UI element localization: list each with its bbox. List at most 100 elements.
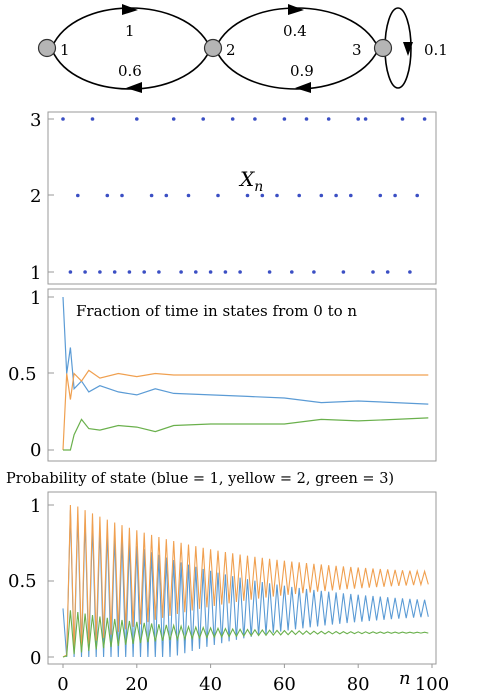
probability-xtick-label: 60 [273,674,296,695]
chart-xn-title: Xn [238,167,263,195]
state-2-node [203,38,223,58]
state-1-label: 1 [60,41,70,59]
chart-fraction-title: Fraction of time in states from 0 to n [76,302,357,320]
chart-fraction-lines [62,296,429,451]
chart-probability-lines [62,504,429,658]
chart-fraction-ytick-1: 1 [30,288,41,309]
chart-probability-ytick-0: 0 [30,648,41,669]
xn-point [385,270,390,274]
xn-point [267,270,272,274]
state-2-label: 2 [226,41,236,59]
xn-point [179,270,183,274]
xn-point [282,117,287,121]
xn-point [334,193,338,198]
edge-2-to-3-label: 0.4 [283,22,307,40]
fraction-series-3-line [63,417,429,451]
xn-point [341,270,346,274]
xn-point [422,117,427,121]
xn-point [142,270,146,274]
edge-2-to-1-label: 0.6 [118,62,142,80]
chart-xn-ytick-2: 2 [30,186,41,207]
xn-point [230,117,235,121]
xn-point [304,117,309,121]
xn-point [363,117,368,121]
xn-point [326,117,331,121]
xn-point [98,270,102,274]
arrow-2-to-1 [126,82,142,93]
chart-probability-ytick-1: 1 [30,496,41,517]
chart-xn-ytick-1: 1 [30,263,41,284]
probability-xtick-label: 80 [347,674,370,695]
probability-xtick-label: 40 [199,674,222,695]
chart-xn-points [61,117,427,274]
xn-point [245,193,250,198]
xn-point [408,270,412,274]
edge-1-to-2-label: 1 [125,22,135,40]
arrow-2-to-3 [288,4,304,15]
xn-point [319,193,324,198]
xn-point [201,117,205,121]
xn-point [90,117,95,121]
markov-diagram: 1 2 3 1 0.6 0.4 0.9 0.1 [37,4,448,93]
xn-point [260,193,265,198]
xn-point [194,270,198,274]
xn-point [171,117,176,121]
xn-point [127,270,132,274]
xn-point [135,117,139,121]
chart-fraction: Fraction of time in states from 0 to n 1… [8,288,437,462]
xn-point [253,117,257,121]
xn-point [356,117,361,121]
edge-3-to-3-label: 0.1 [424,41,448,59]
xn-point [208,270,213,274]
xn-point [157,270,161,274]
xn-point [238,270,242,274]
xn-point [83,270,87,274]
probability-series-1-line [62,510,429,658]
xn-point [297,193,302,198]
state-3-node [373,38,393,58]
chart-xn-ytick-3: 3 [30,110,41,131]
xn-point [349,193,353,198]
chart-probability-xticks: 0 20 40 60 80 100 [57,664,449,695]
chart-fraction-ytick-05: 0.5 [8,364,37,385]
xn-point [112,270,117,274]
probability-xtick-label: 0 [57,674,68,695]
xn-point [415,193,420,198]
arrow-3-to-3 [403,42,413,56]
chart-probability-title: Probability of state (blue = 1, yellow =… [6,471,394,487]
xn-point [275,193,279,198]
chart-xn-frame [47,111,437,285]
xn-point [290,270,294,274]
edge-3-to-2-label: 0.9 [290,62,314,80]
probability-series-2-line [62,504,429,658]
xn-point [378,193,383,198]
arrow-1-to-2 [122,4,138,15]
probability-xtick-label: 20 [125,674,148,695]
xn-point [105,193,110,198]
chart-probability-xlabel: n [399,668,411,689]
xn-point [164,193,169,198]
xn-point [68,270,73,274]
xn-point [312,270,316,274]
fraction-series-2-line [62,369,429,451]
xn-point [186,193,191,198]
xn-point [216,193,220,198]
xn-point [61,117,65,121]
xn-point [149,193,154,198]
chart-xn: Xn 3 2 1 [30,110,437,285]
state-1-node [37,38,57,58]
probability-series-3-line [62,610,429,658]
chart-fraction-ytick-0: 0 [30,440,41,461]
chart-probability-ytick-05: 0.5 [8,571,37,592]
arrow-3-to-2 [295,82,311,93]
edge-3-to-2 [215,49,379,90]
xn-point [120,193,124,198]
probability-xtick-label: 100 [415,674,449,695]
xn-point [400,117,405,121]
xn-point [76,193,80,198]
xn-point [371,270,375,274]
xn-point [223,270,228,274]
state-3-label: 3 [352,41,362,59]
xn-point [393,193,397,198]
